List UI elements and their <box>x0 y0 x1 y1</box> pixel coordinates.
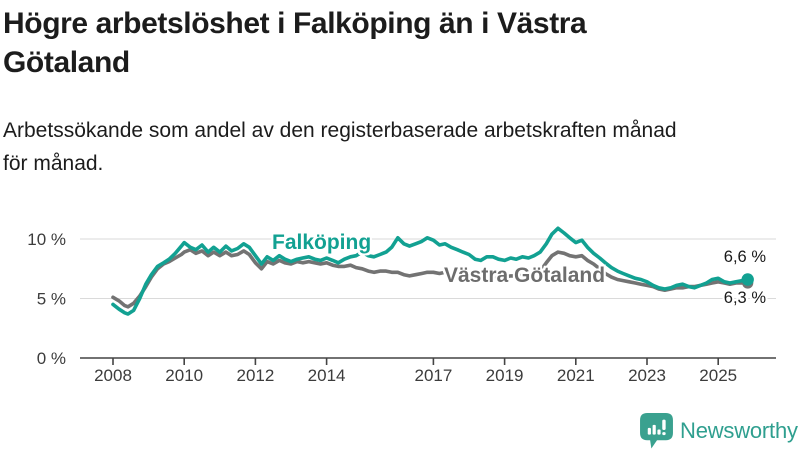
chart-subtitle: Arbetssökande som andel av den registerb… <box>3 114 677 180</box>
subtitle-line-1: Arbetssökande som andel av den registerb… <box>3 119 677 142</box>
end-dot-falkoping <box>741 273 754 286</box>
x-tick-label-2019: 2019 <box>486 366 524 385</box>
brand-name: Newsworthy <box>680 418 798 443</box>
page-title: Högre arbetslöshet i Falköping än i Väst… <box>3 4 587 82</box>
y-tick-label-5: 5 % <box>37 290 66 309</box>
x-tick-label-2012: 2012 <box>236 366 274 385</box>
x-tick-label-2023: 2023 <box>628 366 666 385</box>
x-tick-label-2017: 2017 <box>414 366 452 385</box>
x-tick-label-2025: 2025 <box>699 366 737 385</box>
y-tick-label-10: 10 % <box>27 230 66 249</box>
title-line-1: Högre arbetslöshet i Falköping än i Väst… <box>3 7 587 40</box>
newsworthy-bubble-chart-icon <box>640 413 673 449</box>
series-line-vastra-gotaland <box>111 247 750 309</box>
y-tick-label-0: 0 % <box>37 349 66 368</box>
series-label-falkoping: Falköping <box>272 231 372 254</box>
end-value-falkoping: 6,6 % <box>723 248 766 266</box>
chart-canvas: 2008 2010 2012 2014 2017 2019 2021 2023 2025 0 % 5… <box>27 226 776 385</box>
x-tick-label-2008: 2008 <box>94 366 132 385</box>
series-label-vastra-gotaland: Västra Götaland <box>444 264 606 287</box>
newsworthy-logo: Newsworthy <box>640 413 798 449</box>
title-line-2: Götaland <box>3 46 130 79</box>
x-tick-label-2014: 2014 <box>308 366 346 385</box>
series-line-falkoping <box>111 226 750 316</box>
x-tick-label-2021: 2021 <box>557 366 595 385</box>
x-tick-label-2010: 2010 <box>165 366 203 385</box>
subtitle-line-2: för månad. <box>3 152 104 175</box>
end-value-vastra-gotaland: 6,3 % <box>723 289 766 307</box>
